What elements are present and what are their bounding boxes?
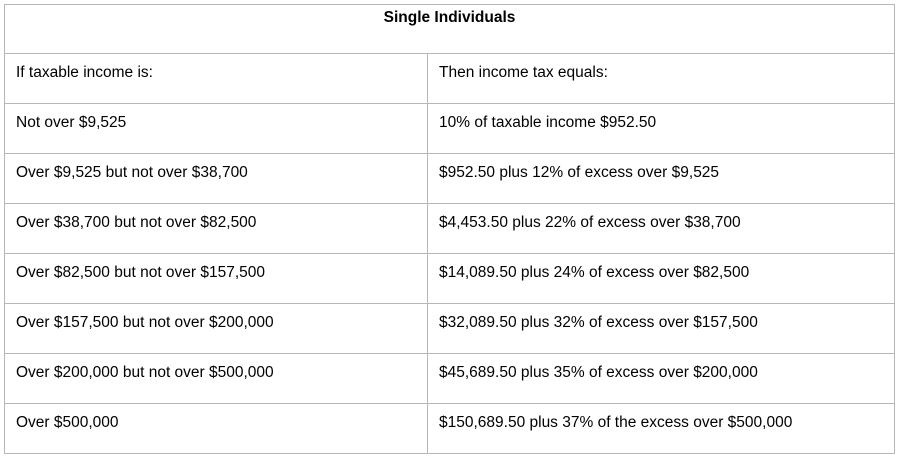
table-row: Over $500,000 $150,689.50 plus 37% of th…: [4, 403, 895, 454]
table-title: Single Individuals: [4, 4, 895, 54]
tax-amount-cell: $14,089.50 plus 24% of excess over $82,5…: [427, 253, 895, 304]
table-row: Not over $9,525 10% of taxable income $9…: [4, 103, 895, 154]
table-row: Over $200,000 but not over $500,000 $45,…: [4, 353, 895, 404]
table-row: Over $38,700 but not over $82,500 $4,453…: [4, 203, 895, 254]
tax-amount-cell: $4,453.50 plus 22% of excess over $38,70…: [427, 203, 895, 254]
income-range-cell: Over $9,525 but not over $38,700: [4, 153, 428, 204]
table-title-row: Single Individuals: [4, 4, 895, 54]
income-range-cell: Over $200,000 but not over $500,000: [4, 353, 428, 404]
income-range-cell: Over $157,500 but not over $200,000: [4, 303, 428, 354]
income-range-cell: Over $38,700 but not over $82,500: [4, 203, 428, 254]
tax-amount-cell: $952.50 plus 12% of excess over $9,525: [427, 153, 895, 204]
header-income-tax: Then income tax equals:: [427, 53, 895, 104]
tax-amount-cell: $45,689.50 plus 35% of excess over $200,…: [427, 353, 895, 404]
table-header-row: If taxable income is: Then income tax eq…: [4, 53, 895, 104]
income-range-cell: Over $500,000: [4, 403, 428, 454]
header-taxable-income: If taxable income is:: [4, 53, 428, 104]
income-range-cell: Over $82,500 but not over $157,500: [4, 253, 428, 304]
income-range-cell: Not over $9,525: [4, 103, 428, 154]
tax-amount-cell: $150,689.50 plus 37% of the excess over …: [427, 403, 895, 454]
table-row: Over $82,500 but not over $157,500 $14,0…: [4, 253, 895, 304]
tax-bracket-table: Single Individuals If taxable income is:…: [4, 4, 895, 454]
tax-amount-cell: 10% of taxable income $952.50: [427, 103, 895, 154]
table-row: Over $9,525 but not over $38,700 $952.50…: [4, 153, 895, 204]
table-row: Over $157,500 but not over $200,000 $32,…: [4, 303, 895, 354]
tax-amount-cell: $32,089.50 plus 32% of excess over $157,…: [427, 303, 895, 354]
